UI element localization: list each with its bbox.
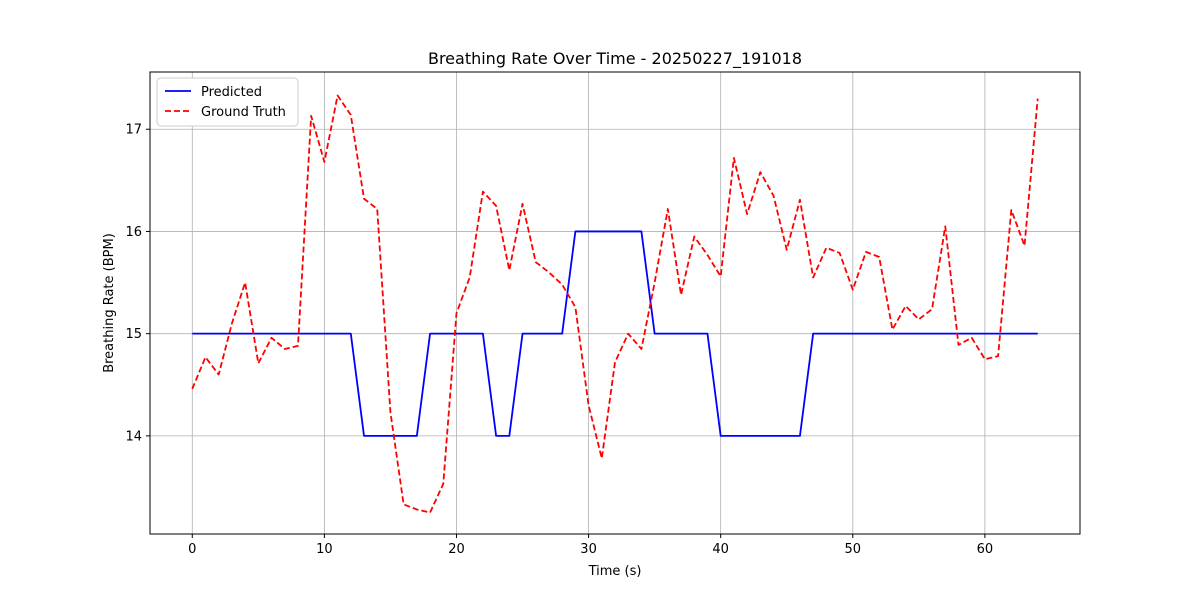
plot-area: 0 10 20 30 40 50 60 14 15 16 17	[125, 71, 1081, 557]
plot-background	[150, 72, 1080, 534]
legend-ground-truth-label: Ground Truth	[201, 105, 286, 120]
legend-box	[156, 77, 299, 127]
legend-predicted-label: Predicted	[201, 85, 262, 100]
x-axis-label: Time (s)	[588, 564, 642, 579]
y-tick-label: 16	[125, 225, 142, 240]
legend: Predicted Ground Truth	[156, 77, 299, 127]
x-tick-label: 0	[188, 542, 196, 557]
plot-frame	[149, 71, 1081, 535]
x-tick-label: 10	[316, 542, 333, 557]
y-tick-label: 14	[125, 429, 142, 444]
x-tick-label: 20	[448, 542, 465, 557]
chart-title: Breathing Rate Over Time - 20250227_1910…	[428, 49, 802, 69]
x-tick-label: 60	[977, 542, 994, 557]
x-tick-label: 40	[712, 542, 729, 557]
ground-truth-series-line	[191, 94, 1039, 514]
y-tick-label: 17	[125, 123, 142, 138]
x-tick-label: 50	[845, 542, 862, 557]
y-tick-label: 15	[125, 327, 142, 342]
x-tick-label: 30	[580, 542, 597, 557]
y-axis-label: Breathing Rate (BPM)	[102, 233, 117, 373]
predicted-series-line	[192, 230, 1038, 437]
